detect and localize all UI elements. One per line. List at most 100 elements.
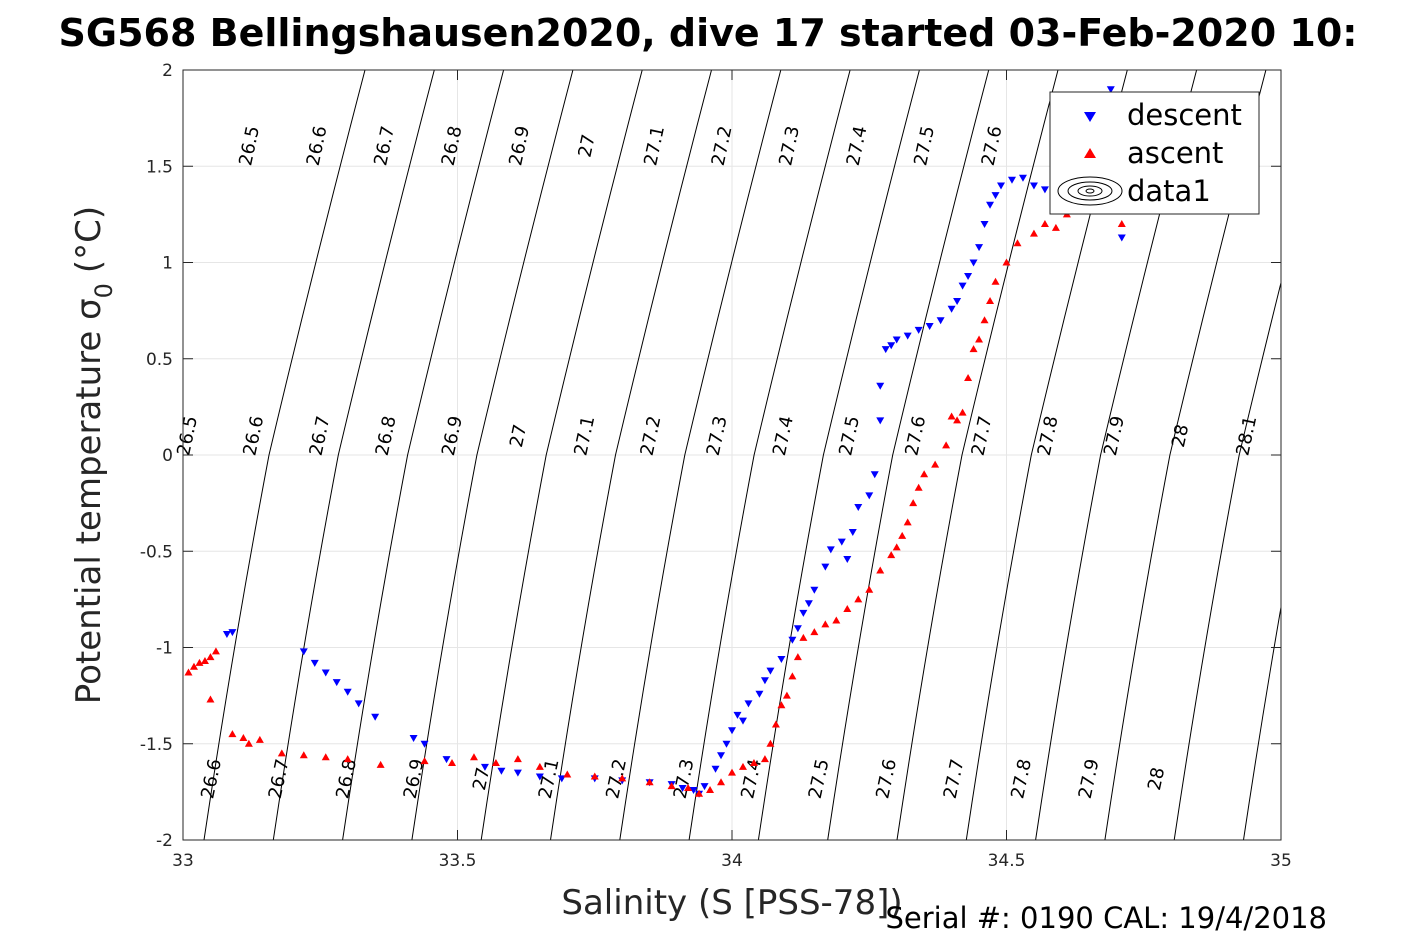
descent-point	[986, 201, 995, 209]
contour-label: 27.1	[640, 124, 669, 168]
ascent-point	[667, 782, 676, 790]
y-tick-label: 0.5	[146, 350, 173, 370]
descent-point	[947, 305, 956, 313]
ascent-point	[788, 672, 797, 680]
descent-point	[354, 700, 363, 708]
contour-label: 26.8	[332, 757, 361, 801]
descent-point	[975, 244, 984, 252]
density-contour-labels: 26.5 26.6 26.7 26.8 26.9 27 27.1 27.2 27.3 27.4 27…	[173, 124, 1261, 801]
legend: descent ascent data1	[1049, 91, 1260, 215]
contour-label: 27.4	[843, 124, 872, 168]
contour-label: 27.1	[570, 414, 599, 458]
ascent-point	[1029, 229, 1038, 237]
ascent-point	[738, 762, 747, 770]
ascent-point	[920, 470, 929, 478]
descent-point	[991, 192, 1000, 200]
descent-point	[870, 471, 879, 479]
ascent-point	[958, 408, 967, 416]
x-tick-label: 33	[172, 851, 194, 871]
ascent-point	[590, 772, 599, 780]
descent-point	[843, 555, 852, 563]
ascent-point	[799, 633, 808, 641]
y-tick-label: 0	[162, 446, 173, 466]
ascent-point	[684, 784, 693, 792]
ascent-point	[903, 518, 912, 526]
y-axis-label-unit: (°C)	[69, 206, 109, 273]
ascent-point	[1051, 223, 1060, 231]
legend-ascent-label: ascent	[1127, 136, 1223, 170]
contour-label: 26.7	[370, 124, 399, 168]
descent-point	[343, 688, 352, 696]
descent-point	[810, 586, 819, 594]
density-contour-line	[1243, 604, 1281, 840]
ascent-point	[228, 730, 237, 738]
density-contour-line	[757, 70, 920, 840]
x-tick-label: 34.5	[988, 851, 1026, 871]
descent-point	[804, 600, 813, 608]
descent-point	[997, 182, 1006, 190]
legend-ascent-marker	[1084, 148, 1096, 158]
density-contour-line	[1173, 280, 1281, 840]
ascent-point	[832, 616, 841, 624]
contour-label: 26.7	[306, 414, 335, 458]
density-contour-line	[827, 70, 990, 840]
y-tick-label: -1	[156, 639, 173, 659]
contour-label: 26.6	[197, 757, 226, 801]
contour-label: 27.3	[775, 124, 804, 168]
density-contour-line	[688, 70, 851, 840]
contour-label: 27	[469, 765, 494, 792]
descent-point	[678, 785, 687, 793]
descent-point	[876, 382, 885, 390]
legend-data1-contour-icon	[1057, 176, 1123, 206]
ascent-point	[887, 551, 896, 559]
ascent-point	[200, 656, 209, 664]
contour-label: 26.9	[438, 414, 467, 458]
ascent-point	[942, 441, 951, 449]
contour-label: 27.5	[835, 414, 864, 458]
density-contour-line	[550, 70, 712, 840]
ascent-point	[706, 785, 715, 793]
descent-point	[755, 690, 764, 698]
contour-label: 28	[1144, 765, 1169, 792]
contour-label: 26.9	[505, 124, 534, 168]
contour-label: 27.3	[670, 757, 699, 801]
descent-point	[744, 700, 753, 708]
descent-point	[700, 783, 709, 791]
contour-label: 27.5	[910, 124, 939, 168]
descent-point	[925, 323, 934, 331]
ascent-point	[206, 653, 215, 661]
density-contour-line	[619, 70, 782, 840]
ascent-point	[821, 620, 830, 628]
descent-point	[420, 740, 429, 748]
descent-point	[881, 346, 890, 354]
contour-label: 27.9	[1075, 757, 1104, 801]
descent-point	[837, 538, 846, 546]
ascent-point	[782, 691, 791, 699]
y-tick-label: 1.5	[146, 157, 173, 177]
ascent-point	[898, 531, 907, 539]
ascent-point	[717, 778, 726, 786]
contour-label: 26.7	[265, 757, 294, 801]
contour-label: 26.8	[438, 124, 467, 168]
ascent-point	[535, 762, 544, 770]
density-contour-line	[480, 70, 643, 840]
descent-point	[310, 659, 319, 667]
chart-title: SG568 Bellingshausen2020, dive 17 starte…	[59, 11, 1358, 55]
descent-point	[222, 631, 231, 639]
descent-point	[826, 546, 835, 554]
descent-point	[1018, 174, 1027, 182]
ascent-point	[854, 595, 863, 603]
svg-text:Potential temperature σ0(°C): Potential temperature σ0 (°C)	[69, 206, 118, 704]
descent-point	[958, 282, 967, 290]
contour-label: 27.6	[901, 414, 930, 458]
y-tick-label: 2	[162, 61, 173, 81]
ascent-point	[975, 335, 984, 343]
contour-label: 26.6	[303, 124, 332, 168]
ascent-point	[991, 277, 1000, 285]
ascent-point	[760, 755, 769, 763]
contour-label: 27.8	[1007, 757, 1036, 801]
ascent-point	[771, 720, 780, 728]
y-tick-label: -2	[156, 831, 173, 851]
ascent-point	[420, 757, 429, 765]
